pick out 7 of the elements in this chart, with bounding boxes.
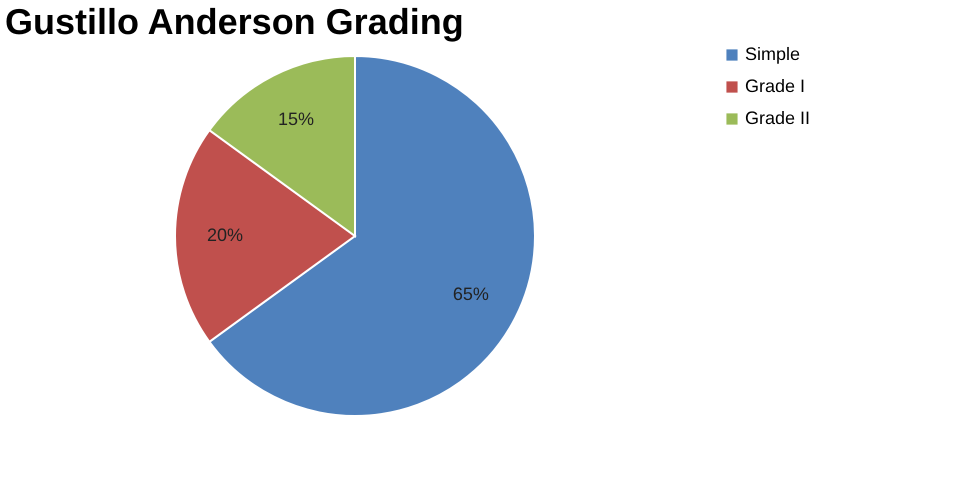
legend-label: Grade II [745,108,810,128]
data-label: 15% [278,109,314,130]
legend-label: Simple [745,44,800,64]
chart-title: Gustillo Anderson Grading [5,1,464,42]
data-label: 65% [452,284,489,304]
data-label: 20% [206,225,244,245]
legend-label: Grade I [745,76,806,96]
